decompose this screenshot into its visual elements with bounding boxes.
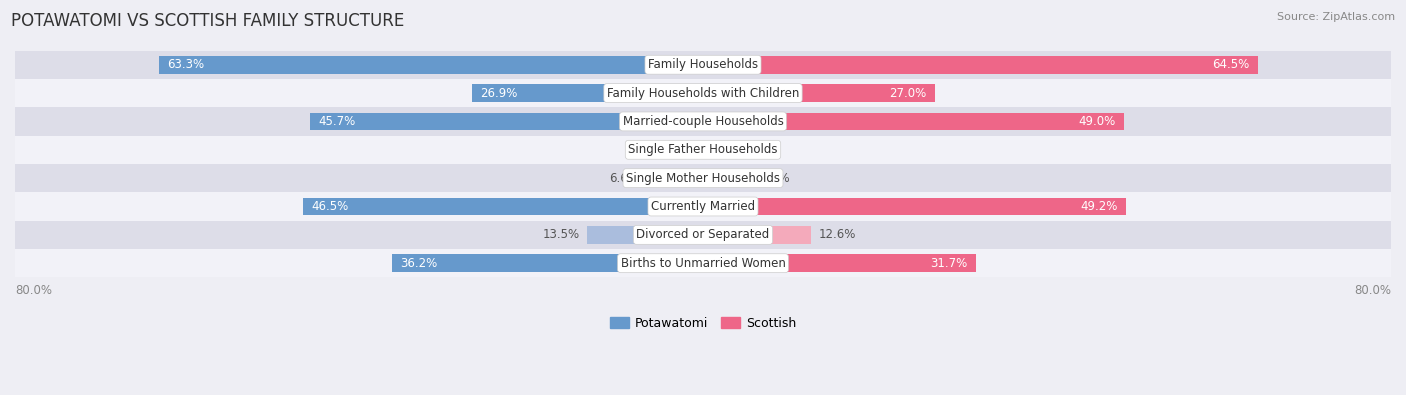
Bar <box>703 56 1258 73</box>
Bar <box>309 113 703 130</box>
Text: 2.5%: 2.5% <box>645 143 675 156</box>
Bar <box>15 221 1391 249</box>
Bar <box>15 79 1391 107</box>
Bar <box>159 56 703 73</box>
Text: 5.8%: 5.8% <box>759 172 789 184</box>
Text: Currently Married: Currently Married <box>651 200 755 213</box>
Text: 31.7%: 31.7% <box>929 257 967 270</box>
Bar <box>471 84 703 102</box>
Text: Divorced or Separated: Divorced or Separated <box>637 228 769 241</box>
Text: 2.3%: 2.3% <box>730 143 759 156</box>
Bar <box>15 135 1391 164</box>
Text: 46.5%: 46.5% <box>312 200 349 213</box>
Bar <box>15 107 1391 135</box>
Bar <box>703 84 935 102</box>
Bar <box>703 141 723 158</box>
Text: Married-couple Households: Married-couple Households <box>623 115 783 128</box>
Bar <box>392 254 703 272</box>
Text: Source: ZipAtlas.com: Source: ZipAtlas.com <box>1277 12 1395 22</box>
Bar <box>15 51 1391 79</box>
Text: 80.0%: 80.0% <box>1354 284 1391 297</box>
Text: 13.5%: 13.5% <box>543 228 581 241</box>
Text: 27.0%: 27.0% <box>890 87 927 100</box>
Text: 80.0%: 80.0% <box>15 284 52 297</box>
Legend: Potawatomi, Scottish: Potawatomi, Scottish <box>605 312 801 335</box>
Text: POTAWATOMI VS SCOTTISH FAMILY STRUCTURE: POTAWATOMI VS SCOTTISH FAMILY STRUCTURE <box>11 12 405 30</box>
Text: 6.6%: 6.6% <box>609 172 640 184</box>
Text: 45.7%: 45.7% <box>319 115 356 128</box>
Bar <box>703 198 1126 215</box>
Text: Single Father Households: Single Father Households <box>628 143 778 156</box>
Text: Family Households with Children: Family Households with Children <box>607 87 799 100</box>
Text: Single Mother Households: Single Mother Households <box>626 172 780 184</box>
Bar <box>703 226 811 244</box>
Text: 49.2%: 49.2% <box>1080 200 1118 213</box>
Bar <box>15 249 1391 277</box>
Bar <box>15 192 1391 221</box>
Text: Family Households: Family Households <box>648 58 758 71</box>
Text: 26.9%: 26.9% <box>481 87 517 100</box>
Text: 12.6%: 12.6% <box>818 228 856 241</box>
Bar <box>703 254 976 272</box>
Text: 36.2%: 36.2% <box>401 257 437 270</box>
Text: 49.0%: 49.0% <box>1078 115 1116 128</box>
Bar <box>586 226 703 244</box>
Text: 63.3%: 63.3% <box>167 58 204 71</box>
Bar <box>304 198 703 215</box>
Bar <box>647 169 703 187</box>
Text: 64.5%: 64.5% <box>1212 58 1249 71</box>
Bar <box>15 164 1391 192</box>
Bar <box>682 141 703 158</box>
Bar <box>703 169 752 187</box>
Bar <box>703 113 1125 130</box>
Text: Births to Unmarried Women: Births to Unmarried Women <box>620 257 786 270</box>
